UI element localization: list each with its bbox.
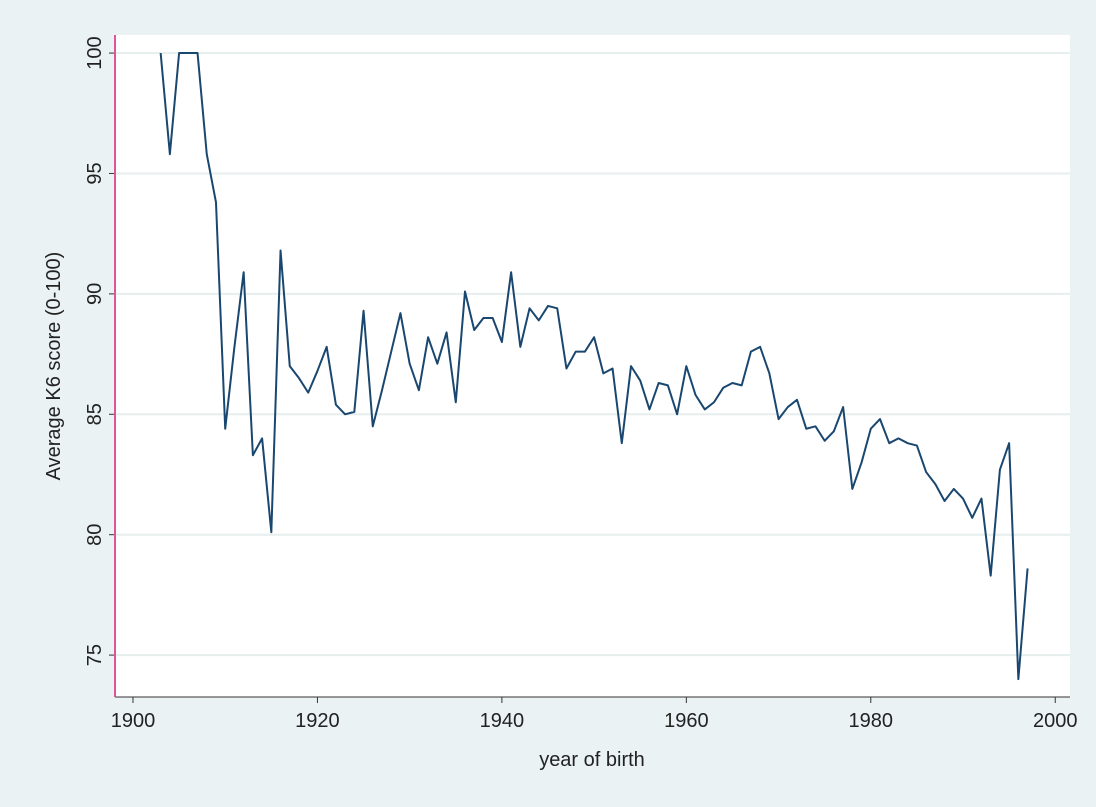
y-tick-label: 80 xyxy=(84,524,106,546)
x-tick-label: 1920 xyxy=(295,710,340,732)
data-line xyxy=(159,52,1029,681)
x-tick-label: 1940 xyxy=(480,710,525,732)
x-tick-label: 1960 xyxy=(664,710,709,732)
y-axis-label: Average K6 score (0-100) xyxy=(43,252,65,481)
x-axis-label: year of birth xyxy=(539,749,645,771)
x-tick-label: 2000 xyxy=(1033,710,1078,732)
y-tick-label: 95 xyxy=(84,162,106,184)
x-tick-label: 1900 xyxy=(111,710,156,732)
y-tick-label: 85 xyxy=(84,403,106,425)
y-tick-label: 90 xyxy=(84,283,106,305)
y-tick-label: 75 xyxy=(84,644,106,666)
x-tick-label: 1980 xyxy=(849,710,894,732)
y-tick-label: 100 xyxy=(84,36,106,69)
plot-area xyxy=(115,35,1070,697)
